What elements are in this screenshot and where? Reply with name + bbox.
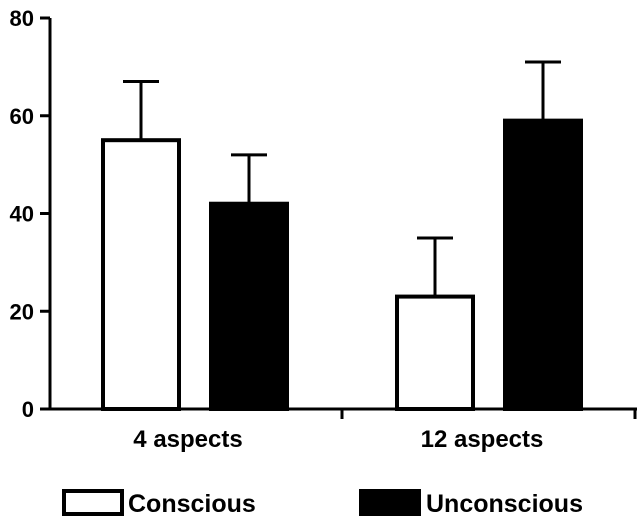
bar-unconscious-1 [209,201,289,411]
legend: Conscious Unconscious [62,489,583,518]
legend-label-conscious: Conscious [128,490,256,518]
legend-swatch-unconscious [359,489,421,516]
x-tick-label: 4 aspects [133,426,242,453]
legend-label-unconscious: Unconscious [426,490,583,518]
y-tick-label: 60 [10,104,34,129]
y-tick-label: 80 [10,6,34,31]
y-tick-label: 40 [10,202,34,227]
y-tick-label: 20 [10,299,34,324]
x-tick-label: 12 aspects [421,426,544,453]
bars [101,60,583,411]
bar-conscious-2 [395,294,475,411]
y-tick-label: 0 [22,397,34,422]
legend-swatch-conscious [62,489,124,516]
bar-unconscious-2 [503,118,583,411]
bar-conscious-1 [101,138,181,411]
